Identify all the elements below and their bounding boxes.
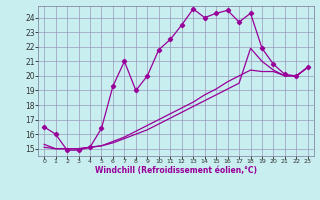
- X-axis label: Windchill (Refroidissement éolien,°C): Windchill (Refroidissement éolien,°C): [95, 166, 257, 175]
